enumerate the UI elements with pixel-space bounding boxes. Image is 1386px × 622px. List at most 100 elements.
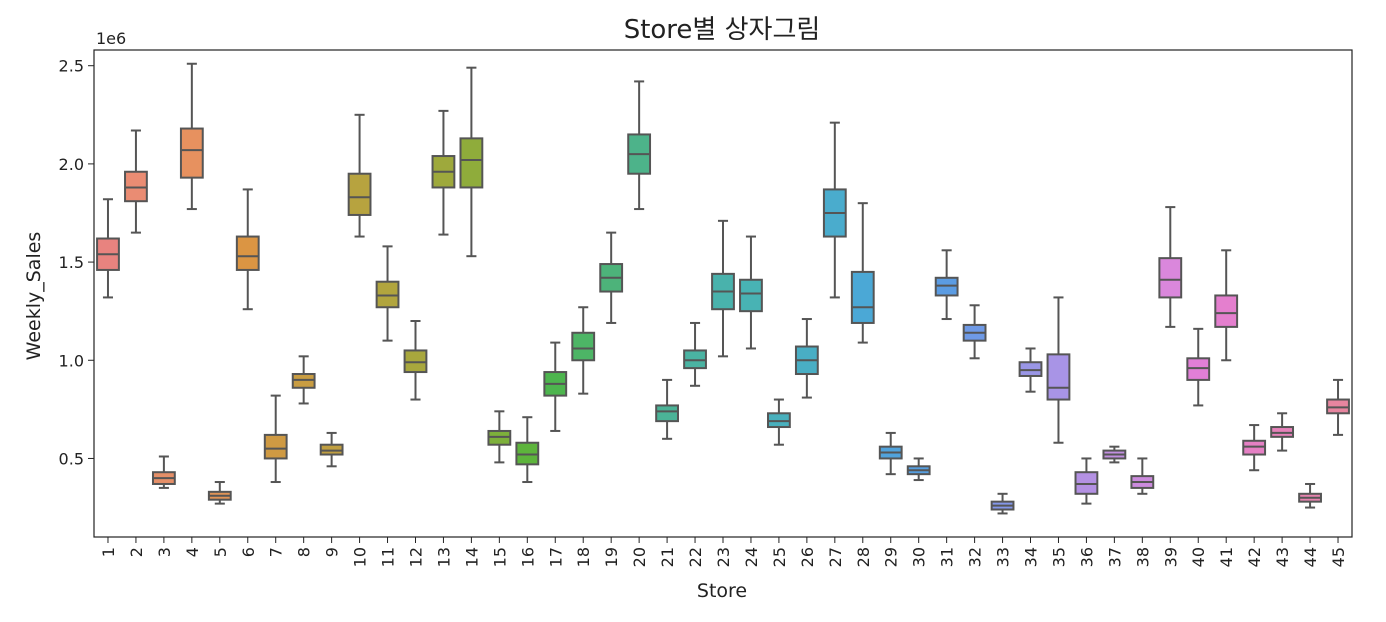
box-store-4	[179, 62, 204, 211]
x-tick-label: 7	[267, 547, 286, 557]
box-store-37	[1102, 445, 1127, 464]
x-tick-label: 34	[1022, 547, 1041, 567]
box-store-15	[487, 410, 512, 464]
y-tick-label: 0.5	[59, 449, 84, 468]
x-tick-label: 22	[686, 547, 705, 567]
box-store-21	[655, 378, 679, 440]
box-store-6	[235, 188, 260, 311]
x-tick-label: 36	[1077, 547, 1096, 567]
box-store-19	[599, 231, 624, 324]
x-tick-label: 32	[966, 547, 985, 567]
x-tick-label: 10	[351, 547, 370, 567]
box-store-1	[96, 198, 120, 299]
box-store-16	[515, 416, 540, 484]
x-tick-label: 14	[462, 547, 481, 567]
x-tick-label: 45	[1329, 547, 1348, 567]
x-axis-label: Store	[697, 580, 747, 602]
box-store-12	[403, 319, 428, 401]
box-store-43	[1270, 412, 1295, 452]
box-store-22	[683, 321, 707, 387]
box-store-25	[767, 398, 791, 446]
box-store-32	[962, 304, 987, 360]
x-tick-label: 29	[882, 547, 901, 567]
x-tick-label: 37	[1105, 547, 1124, 567]
y-tick-label: 2.0	[59, 155, 84, 174]
x-tick-label: 24	[742, 547, 761, 567]
x-tick-label: 6	[239, 547, 258, 557]
box-store-39	[1158, 206, 1183, 328]
box-store-20	[627, 80, 652, 211]
box-store-2	[124, 129, 148, 234]
box-store-33	[990, 492, 1015, 515]
box-store-14	[459, 66, 484, 258]
box-store-8	[291, 355, 316, 405]
box-store-27	[822, 121, 847, 299]
y-tick-label: 1.0	[59, 351, 84, 370]
x-tick-label: 31	[938, 547, 957, 567]
iqr-box	[655, 404, 679, 423]
iqr-box	[459, 137, 484, 189]
box-store-3	[151, 455, 176, 489]
x-tick-label: 3	[155, 547, 174, 557]
box-store-26	[794, 318, 819, 399]
x-tick-label: 42	[1245, 547, 1264, 567]
box-store-30	[906, 457, 931, 482]
box-store-41	[1214, 249, 1239, 362]
y-tick-label: 1.5	[59, 253, 84, 272]
box-store-28	[850, 202, 875, 344]
iqr-box	[850, 270, 875, 324]
plot-area-frame	[93, 49, 1353, 538]
box-store-40	[1186, 327, 1211, 407]
x-tick-label: 39	[1161, 547, 1180, 567]
x-tick-label: 21	[658, 547, 677, 567]
box-store-29	[878, 431, 903, 476]
iqr-box	[739, 278, 763, 313]
x-tick-label: 19	[602, 547, 621, 567]
box-store-34	[1018, 347, 1043, 393]
iqr-box	[1214, 294, 1239, 328]
x-tick-label: 44	[1301, 547, 1320, 567]
iqr-box	[1158, 257, 1183, 299]
x-tick-label: 27	[826, 547, 845, 567]
box-store-10	[347, 113, 372, 238]
x-tick-label: 4	[183, 547, 202, 557]
x-tick-label: 25	[770, 547, 789, 567]
x-tick-label: 43	[1273, 547, 1292, 567]
box-store-17	[543, 341, 568, 432]
x-tick-label: 12	[406, 547, 425, 567]
x-tick-label: 15	[490, 547, 509, 567]
x-tick-label: 18	[574, 547, 593, 567]
x-tick-label: 16	[518, 547, 537, 567]
iqr-box	[571, 331, 596, 362]
x-tick-label: 17	[546, 547, 565, 567]
box-store-7	[263, 394, 288, 484]
x-tick-label: 28	[854, 547, 873, 567]
box-store-11	[375, 245, 400, 342]
x-tick-label: 8	[295, 547, 314, 557]
x-tick-label: 38	[1133, 547, 1152, 567]
x-tick-label: 35	[1049, 547, 1068, 567]
box-store-18	[571, 306, 596, 395]
x-tick-label: 5	[211, 547, 230, 557]
box-store-24	[739, 235, 763, 350]
x-tick-label: 30	[910, 547, 929, 567]
x-tick-label: 41	[1217, 547, 1236, 567]
y-axis-offset-label: 1e6	[96, 29, 126, 48]
iqr-box	[235, 235, 260, 271]
x-tick-label: 20	[630, 547, 649, 567]
x-tick-label: 13	[434, 547, 453, 567]
box-store-35	[1046, 296, 1071, 444]
iqr-box	[179, 127, 204, 179]
y-axis-label: Weekly_Sales	[23, 232, 45, 361]
box-store-44	[1298, 482, 1322, 509]
box-store-9	[319, 431, 344, 468]
box-store-42	[1242, 424, 1267, 472]
iqr-box	[347, 172, 372, 216]
box-store-13	[431, 109, 456, 236]
box-store-45	[1326, 378, 1350, 436]
x-tick-label: 1	[99, 547, 118, 557]
box-store-38	[1130, 457, 1155, 495]
x-tick-label: 11	[379, 547, 398, 567]
x-tick-label: 40	[1189, 547, 1208, 567]
x-tick-label: 33	[994, 547, 1013, 567]
